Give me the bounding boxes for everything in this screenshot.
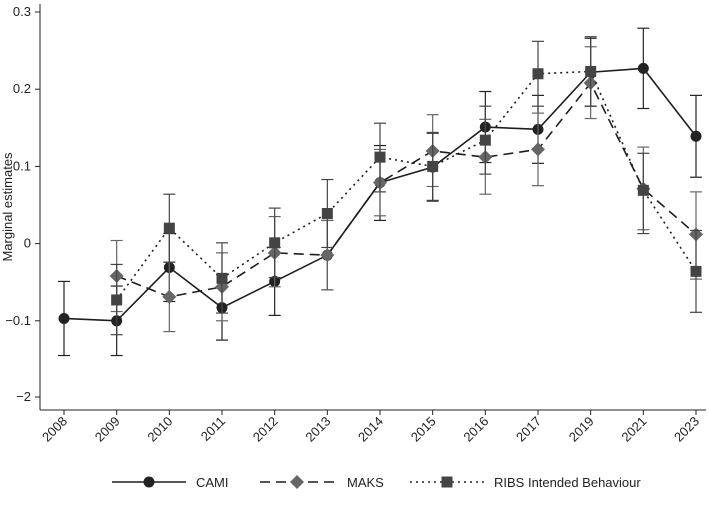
data-point-square (637, 184, 649, 196)
data-point-square (321, 207, 333, 219)
data-point-square (111, 294, 123, 306)
data-point-square (163, 222, 175, 234)
data-point-diamond (320, 248, 335, 263)
y-tick-label: 0 (24, 236, 31, 251)
y-tick-label: −2 (16, 389, 31, 404)
y-tick-label: 0.3 (13, 4, 31, 19)
data-point-circle (58, 312, 70, 324)
series-ribs-intended-behaviour (110, 36, 702, 336)
y-tick-label: −0.1 (5, 313, 31, 328)
legend-marker-circle (143, 476, 155, 488)
series-line (116, 81, 697, 298)
data-point-square (479, 134, 491, 146)
data-point-circle (637, 62, 649, 74)
y-tick-label: 0.1 (13, 158, 31, 173)
legend-item: CAMI (112, 475, 229, 490)
y-axis-title: Marginal estimates (0, 152, 15, 262)
data-point-square (269, 237, 281, 249)
data-point-square (690, 265, 702, 277)
legend-label: CAMI (196, 475, 229, 490)
data-point-square (216, 272, 228, 284)
legend-marker-diamond (290, 475, 304, 489)
data-point-circle (690, 130, 702, 142)
data-point-diamond (531, 142, 545, 157)
legend-item: RIBS Intended Behaviour (410, 475, 641, 490)
data-point-diamond (162, 289, 177, 304)
data-point-square (532, 68, 544, 80)
data-point-square (374, 151, 386, 163)
legend-item: MAKS (260, 475, 384, 490)
legend-label: RIBS Intended Behaviour (494, 475, 641, 490)
legend-label: MAKS (347, 475, 384, 490)
y-tick-label: 0.2 (13, 81, 31, 96)
data-point-square (427, 160, 439, 172)
legend-marker-square (441, 476, 453, 488)
data-point-square (585, 65, 597, 77)
